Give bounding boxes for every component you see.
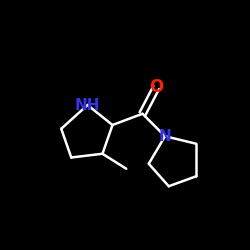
Text: N: N xyxy=(159,129,172,144)
Text: NH: NH xyxy=(75,98,100,112)
Text: O: O xyxy=(149,78,164,96)
